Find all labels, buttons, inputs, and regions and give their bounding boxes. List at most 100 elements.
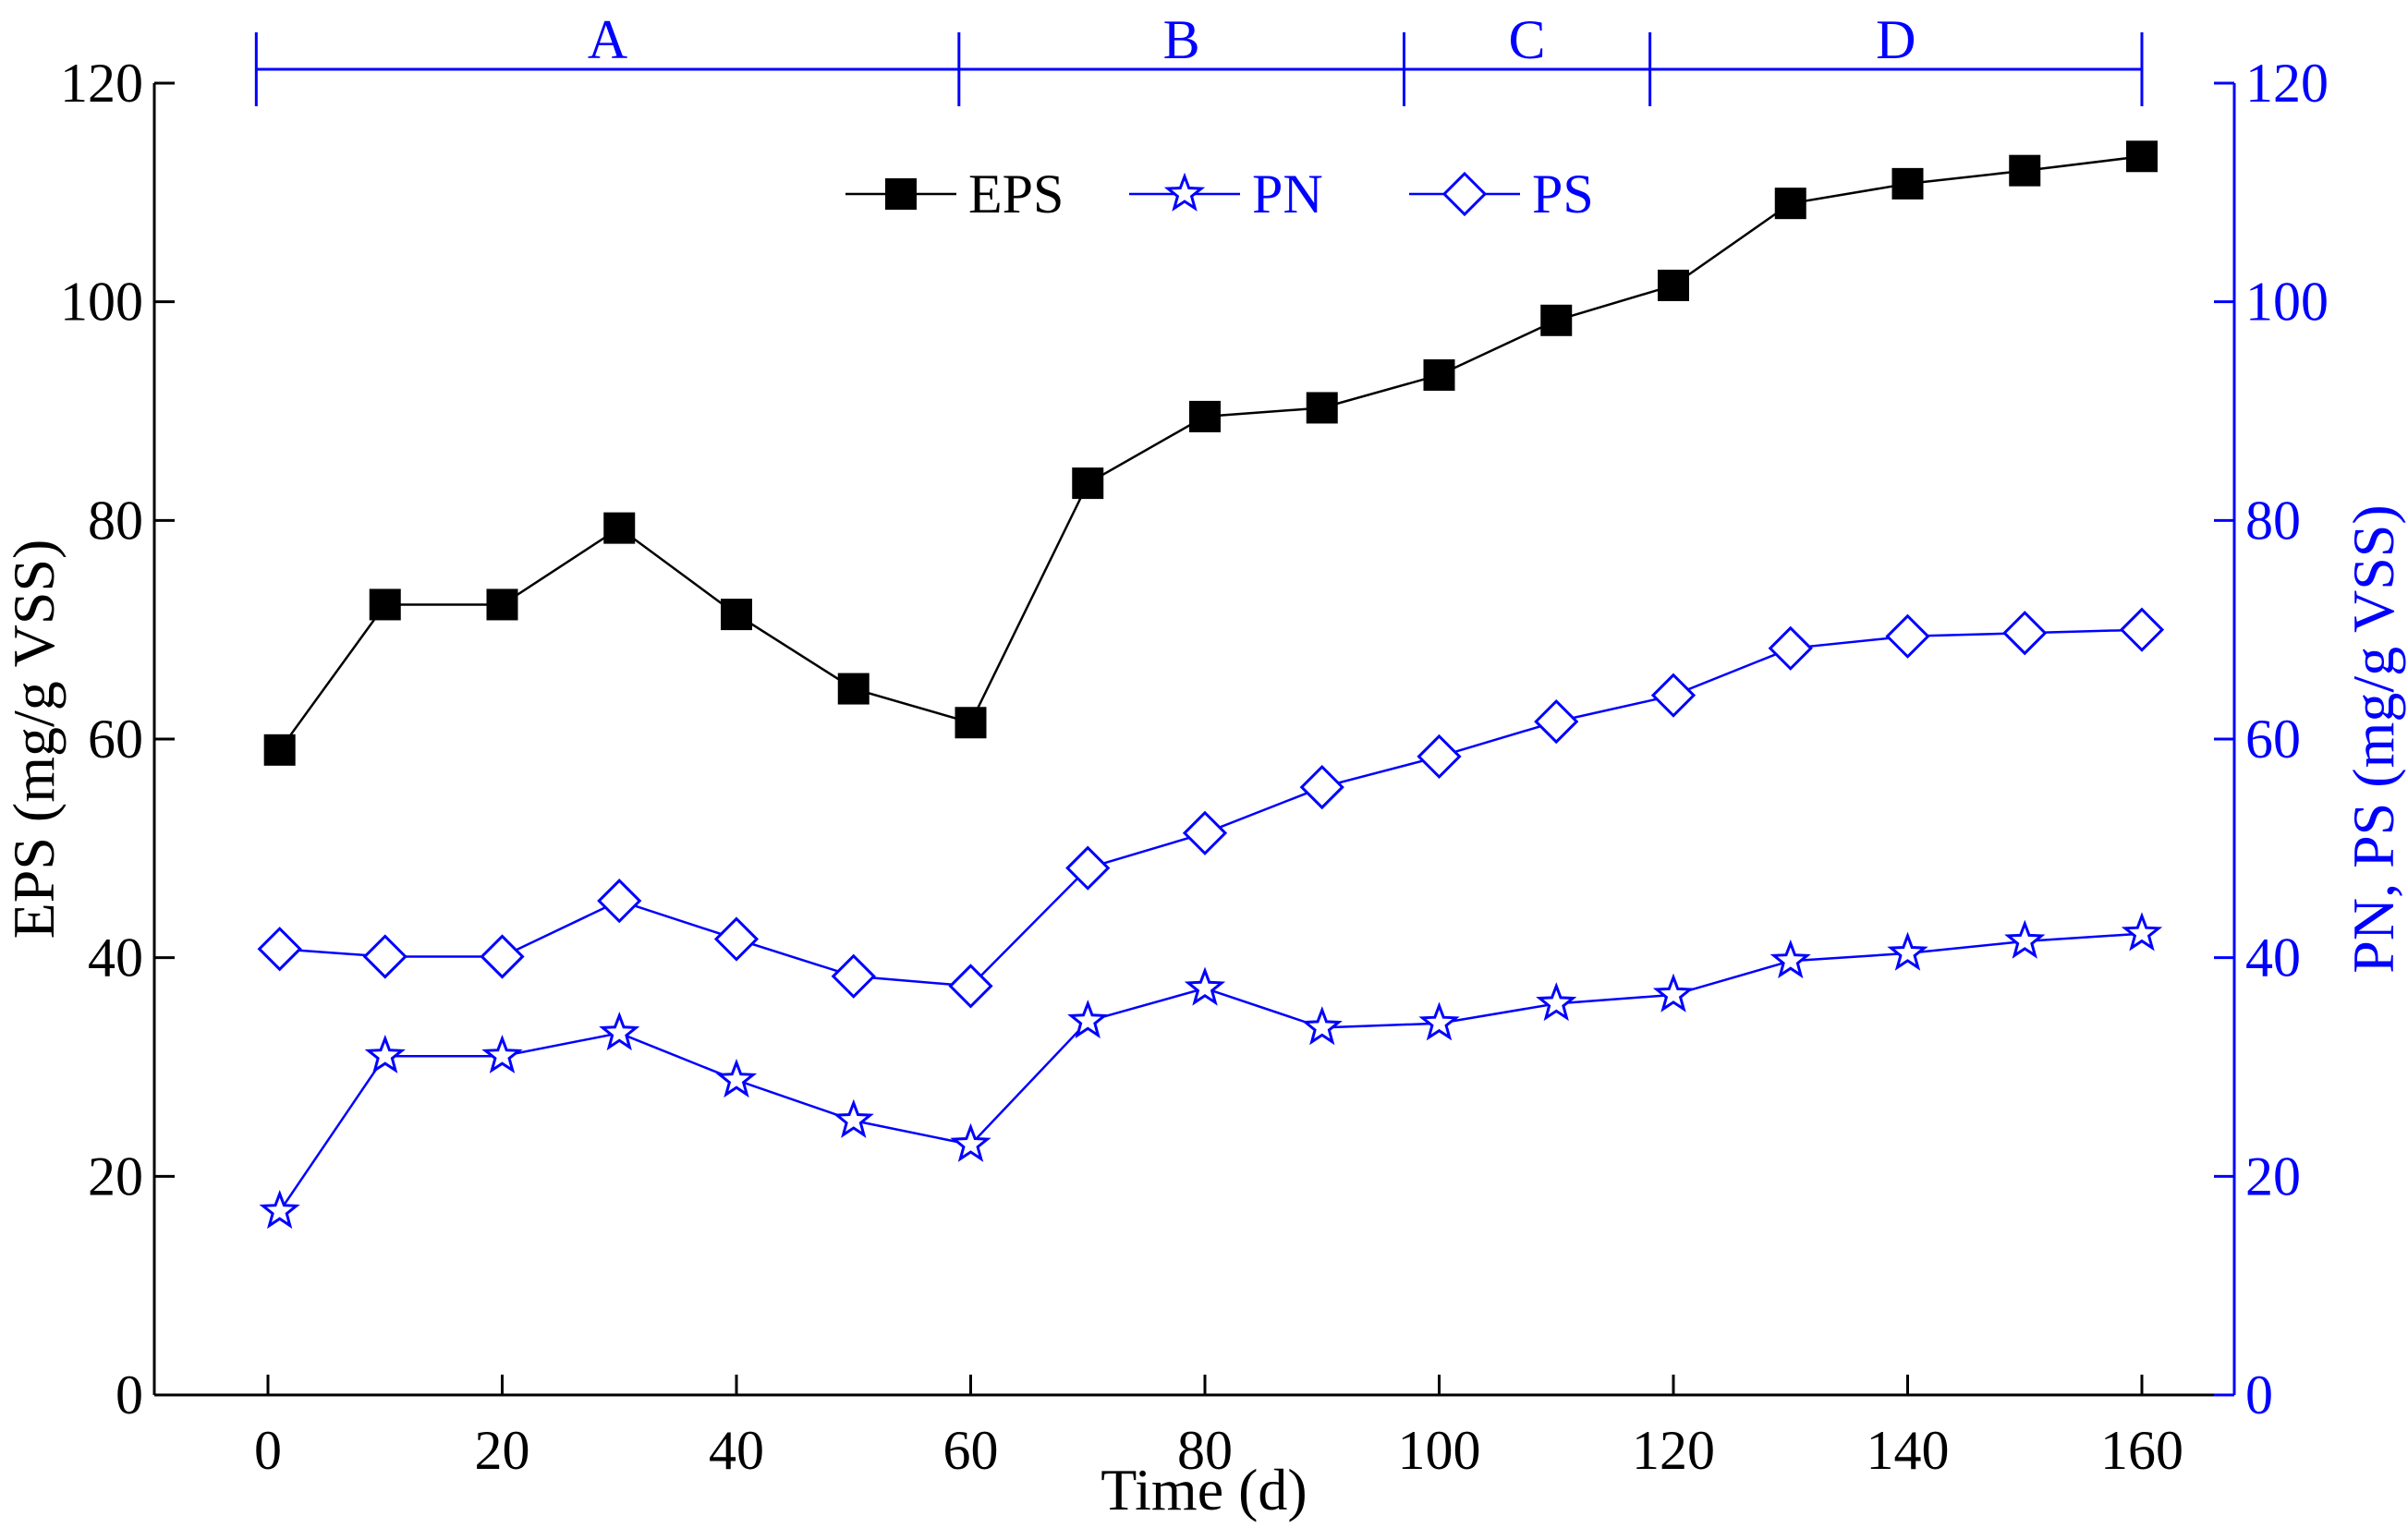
left-y-tick-label: 40 — [88, 928, 143, 988]
data-point-eps — [721, 599, 752, 631]
data-point-eps — [2126, 140, 2158, 173]
x-tick-label: 80 — [1177, 1420, 1233, 1481]
ticks: 0 20 40 60 80 100 120 140 160 0 20 40 60 80 100 120 0 20 4… — [60, 53, 2329, 1481]
right-y-tick-label: 120 — [2245, 53, 2329, 114]
right-y-tick-label: 40 — [2245, 928, 2301, 988]
data-point-eps — [1891, 167, 1924, 200]
data-point-ps — [831, 953, 876, 999]
phase-bar: A B C D — [254, 9, 2144, 106]
left-y-axis-title: EPS (mg/g VSS) — [1, 540, 67, 940]
data-point-ps — [362, 934, 407, 979]
x-tick-label: 100 — [1398, 1420, 1481, 1481]
series-line-eps — [278, 155, 2143, 751]
data-point-eps — [1658, 269, 1689, 301]
left-y-tick-label: 0 — [116, 1364, 143, 1425]
phase-label: D — [1876, 9, 1915, 70]
data-point-eps — [955, 707, 987, 739]
data-point-pn — [1418, 1001, 1460, 1041]
data-point-ps — [1650, 673, 1697, 718]
data-point-pn — [1887, 931, 1928, 971]
phase-label: C — [1509, 9, 1546, 70]
data-point-eps — [1540, 304, 1573, 336]
legend-item-ps: PS — [1409, 164, 1594, 224]
data-point-pn — [715, 1058, 758, 1098]
data-point-eps — [603, 512, 636, 544]
data-point-ps — [2119, 607, 2165, 652]
series-pn — [259, 912, 2163, 1230]
x-tick-label: 120 — [1632, 1420, 1715, 1481]
x-axis-title: Time (d) — [1101, 1457, 1307, 1522]
data-point-ps — [257, 927, 302, 972]
data-point-pn — [1770, 939, 1811, 979]
data-point-eps — [2009, 154, 2041, 187]
data-point-pn — [259, 1189, 300, 1230]
series — [257, 140, 2165, 1230]
phase-label: A — [588, 9, 627, 70]
data-point-eps — [837, 673, 870, 705]
data-point-ps — [1417, 734, 1462, 780]
data-point-eps — [1189, 400, 1221, 432]
legend: EPS PN PS — [845, 164, 1594, 224]
data-point-eps — [369, 588, 401, 621]
x-tick-label: 0 — [254, 1420, 282, 1481]
legend-marker — [1163, 172, 1206, 212]
left-y-tick-label: 20 — [88, 1146, 143, 1207]
data-point-eps — [1423, 358, 1455, 391]
data-point-eps — [1072, 467, 1104, 500]
legend-label: PS — [1532, 164, 1594, 224]
right-y-tick-label: 80 — [2245, 490, 2301, 551]
data-point-pn — [1301, 1006, 1343, 1046]
data-point-ps — [1299, 764, 1344, 810]
data-point-pn — [1536, 982, 1577, 1022]
data-point-pn — [1067, 1000, 1109, 1039]
series-ps — [257, 607, 2165, 1009]
data-point-ps — [1534, 698, 1579, 745]
data-point-pn — [599, 1012, 640, 1051]
data-point-ps — [1768, 625, 1813, 671]
data-point-pn — [364, 1034, 406, 1073]
data-point-eps — [1774, 188, 1806, 220]
x-tick-label: 140 — [1867, 1420, 1950, 1481]
axes — [152, 83, 2236, 1397]
left-y-tick-label: 60 — [88, 709, 143, 770]
series-line-pn — [278, 932, 2143, 1212]
data-point-eps — [486, 588, 518, 621]
x-tick-label: 60 — [943, 1420, 999, 1481]
x-tick-label: 160 — [2100, 1420, 2183, 1481]
data-point-pn — [481, 1034, 523, 1073]
right-y-tick-label: 20 — [2245, 1146, 2301, 1207]
phase-label: B — [1163, 9, 1200, 70]
data-point-ps — [2002, 611, 2048, 656]
legend-item-eps: EPS — [845, 164, 1064, 224]
left-y-tick-label: 80 — [88, 490, 143, 551]
right-y-tick-label: 0 — [2245, 1364, 2273, 1425]
data-point-ps — [597, 879, 642, 924]
right-y-axis-title: PN, PS (mg/g VSS) — [2341, 504, 2406, 973]
data-point-pn — [950, 1122, 991, 1162]
data-point-pn — [2121, 912, 2163, 952]
data-point-eps — [1306, 392, 1338, 424]
left-y-tick-label: 120 — [60, 53, 143, 114]
left-y-tick-label: 100 — [60, 272, 143, 333]
right-y-tick-label: 60 — [2245, 709, 2301, 770]
series-eps — [263, 140, 2158, 766]
data-point-pn — [833, 1098, 874, 1138]
legend-label: PN — [1252, 164, 1323, 224]
data-point-ps — [1885, 613, 1930, 659]
legend-marker — [1441, 171, 1488, 217]
data-point-ps — [948, 964, 993, 1009]
data-point-ps — [1182, 810, 1228, 855]
series-line-ps — [279, 628, 2143, 988]
right-y-tick-label: 100 — [2245, 272, 2329, 333]
data-point-pn — [2004, 919, 2046, 959]
data-point-pn — [1184, 966, 1226, 1006]
legend-label: EPS — [968, 164, 1064, 224]
data-point-ps — [1065, 845, 1111, 891]
data-point-ps — [480, 934, 525, 979]
legend-marker — [885, 178, 917, 210]
x-tick-label: 40 — [709, 1420, 764, 1481]
x-tick-label: 20 — [475, 1420, 530, 1481]
data-point-ps — [713, 916, 760, 962]
legend-item-pn: PN — [1129, 164, 1323, 224]
